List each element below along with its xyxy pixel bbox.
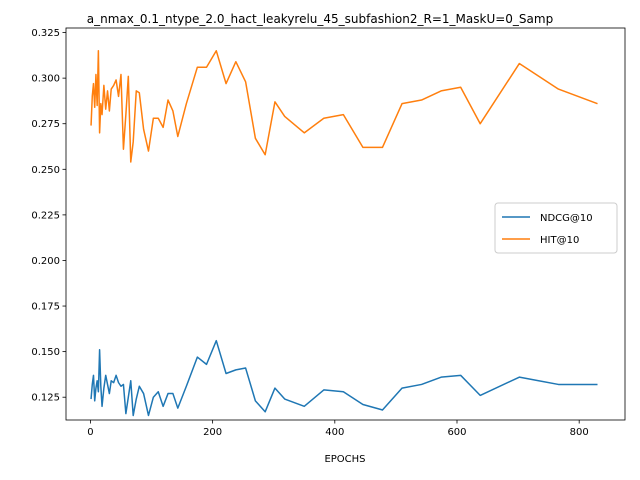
axes-layer: 0 200 400 600 800 0.125 0.150 0.175 0.200 0.225 0.… [31,27,626,438]
series-line-hit-10 [90,50,598,163]
y-tick-label: 0.300 [31,74,60,85]
y-tick-label: 0.200 [31,256,60,267]
y-tick-label: 0.225 [31,210,60,221]
y-tick-label: 0.150 [31,347,60,358]
legend-label-ndcg: NDCG@10 [540,213,593,224]
chart-title: a_nmax_0.1_ntype_2.0_hact_leakyrelu_45_s… [87,12,553,26]
series-layer [90,50,598,417]
x-tick-label: 600 [447,427,466,438]
x-tick-label: 800 [570,427,589,438]
x-tick-label: 200 [203,427,222,438]
x-tick-label: 400 [325,427,344,438]
legend: NDCG@10 HIT@10 [494,202,618,254]
y-tick-label: 0.250 [31,165,60,176]
y-tick-label: 0.275 [31,119,60,130]
axes-frame [65,27,626,421]
x-axis-label: EPOCHS [324,454,365,465]
y-tick-label: 0.175 [31,302,60,313]
x-tick-label: 0 [87,427,93,438]
series-line-ndcg-10 [90,339,598,417]
legend-label-hit: HIT@10 [540,235,579,246]
y-tick-label: 0.125 [31,393,60,404]
y-tick-label: 0.325 [31,28,60,39]
legend-box [494,202,618,254]
